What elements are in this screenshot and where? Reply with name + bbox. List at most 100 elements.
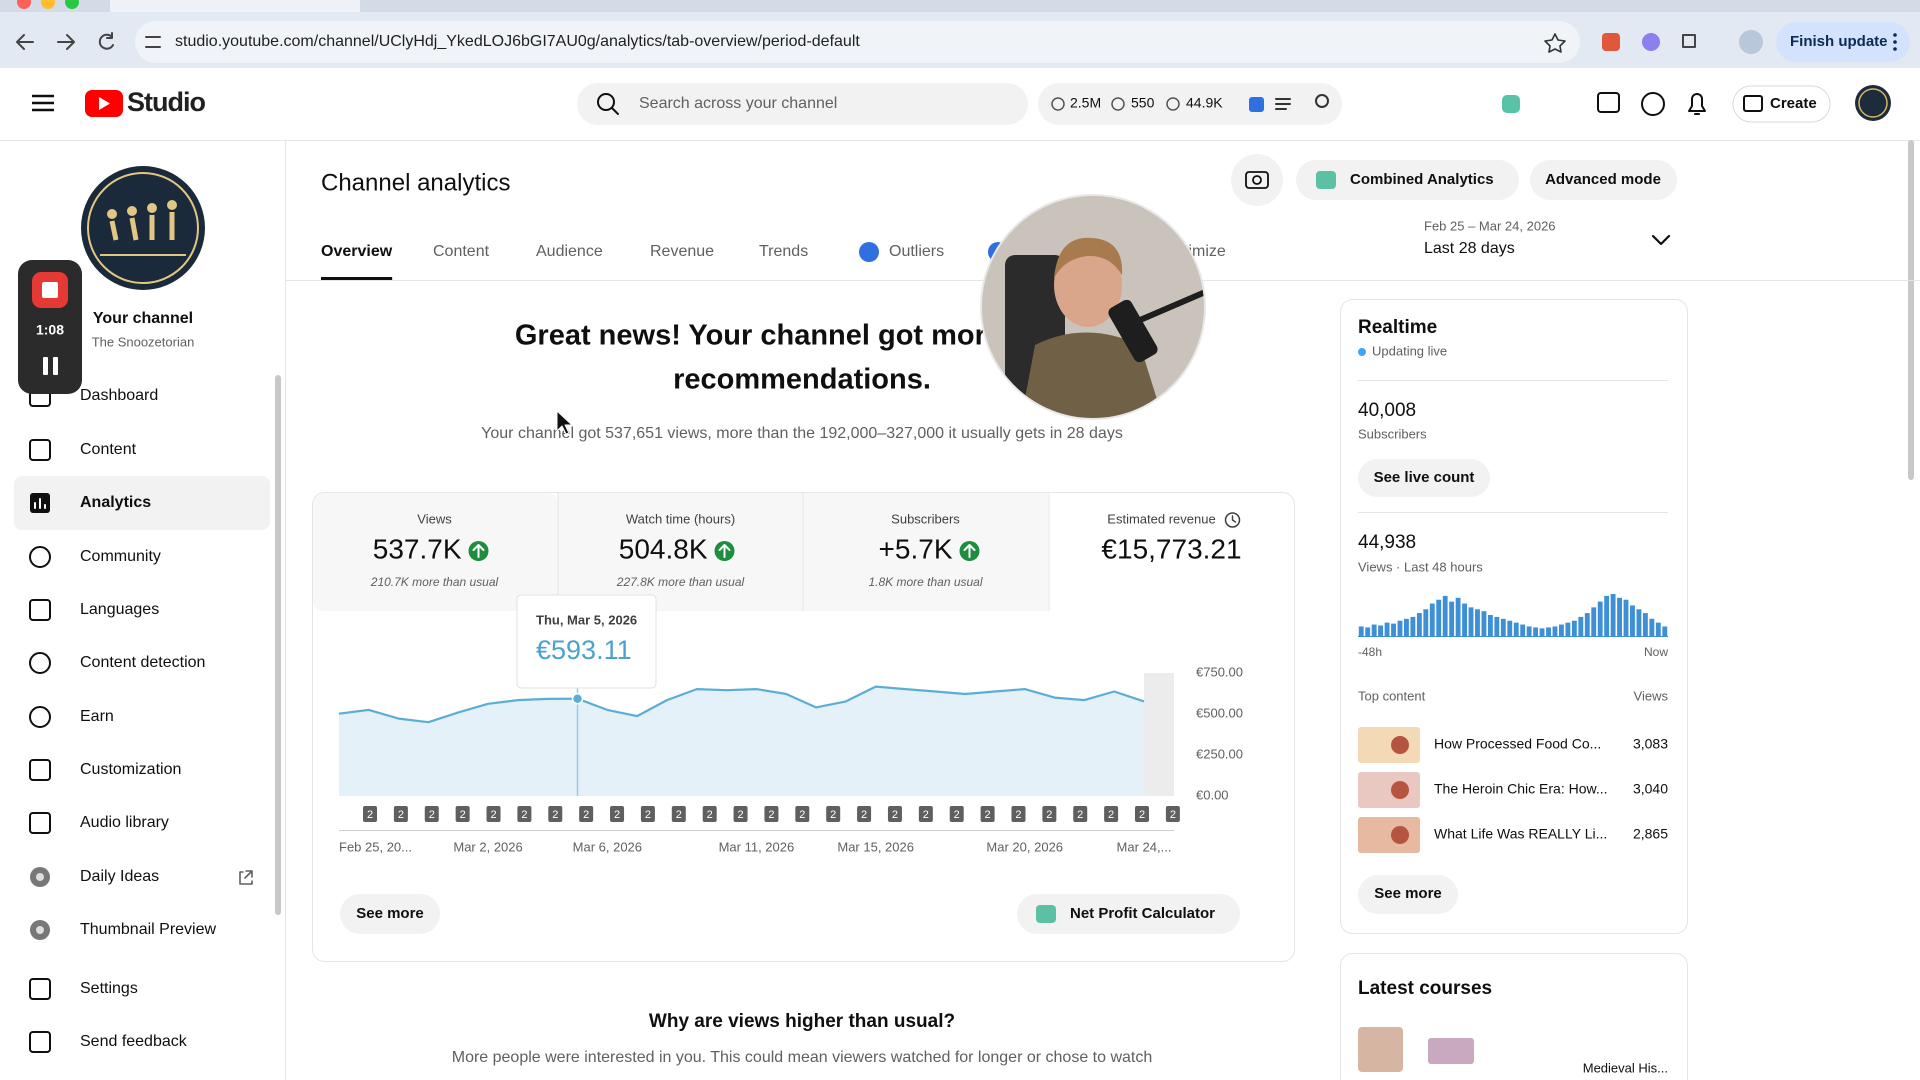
period[interactable]: Last 28 days [1424,240,1515,257]
upload-marker[interactable] [517,806,532,822]
profile-avatar[interactable] [1739,30,1763,54]
nav-item[interactable]: Content [80,441,137,458]
upload-marker[interactable] [548,806,563,822]
tab[interactable]: Outliers [889,243,944,260]
tab[interactable]: Revenue [650,243,714,260]
net-profit-button[interactable] [1017,894,1240,934]
upload-marker-count[interactable]: 2 [1170,809,1176,821]
combined-analytics-label[interactable]: Combined Analytics [1350,171,1494,188]
upload-marker[interactable] [702,806,717,822]
upload-marker-count[interactable]: 2 [490,809,496,821]
nav-item[interactable]: Dashboard [80,387,158,404]
upload-marker-count[interactable]: 2 [645,809,651,821]
upload-marker[interactable] [486,806,501,822]
update-button-label[interactable]: Finish update [1790,33,1888,50]
pause-bar[interactable] [53,357,58,375]
upload-marker-count[interactable]: 2 [768,809,774,821]
upload-marker[interactable] [1104,806,1119,822]
upload-marker[interactable] [1073,806,1088,822]
video-thumbnail[interactable] [1358,817,1420,853]
upload-marker[interactable] [857,806,872,822]
upload-marker[interactable] [764,806,779,822]
metric-tab[interactable] [558,493,803,611]
tab[interactable]: Audience [536,243,603,260]
upload-marker[interactable] [671,806,686,822]
see-more-button[interactable] [340,894,440,934]
upload-marker-count[interactable]: 2 [799,809,805,821]
upload-marker[interactable] [640,806,655,822]
snapshot-button[interactable] [1231,154,1283,206]
video-title[interactable]: How Processed Food Co... [1434,736,1601,752]
nav-item[interactable]: Analytics [80,494,151,511]
video-thumbnail[interactable] [1358,772,1420,808]
nav-item[interactable]: Earn [80,708,114,725]
combined-analytics-button[interactable] [1296,160,1519,200]
upload-marker[interactable] [1011,806,1026,822]
upload-marker-count[interactable]: 2 [460,809,466,821]
upload-marker[interactable] [1042,806,1057,822]
upload-marker[interactable] [980,806,995,822]
upload-marker[interactable] [733,806,748,822]
advanced-mode-label[interactable]: Advanced mode [1545,171,1661,188]
video-title[interactable]: What Life Was REALLY Li... [1434,826,1607,842]
nav-item[interactable]: Daily Ideas [80,868,159,885]
upload-marker-count[interactable]: 2 [367,809,373,821]
upload-marker-count[interactable]: 2 [830,809,836,821]
upload-marker-count[interactable]: 2 [737,809,743,821]
upload-marker-count[interactable]: 2 [892,809,898,821]
course-title[interactable]: Medieval His... [1583,1060,1668,1075]
channel-avatar[interactable] [81,166,205,290]
upload-marker-count[interactable]: 2 [676,809,682,821]
upload-marker[interactable] [1135,806,1149,822]
upload-marker[interactable] [579,806,594,822]
upload-marker-count[interactable]: 2 [429,809,435,821]
upload-marker-count[interactable]: 2 [521,809,527,821]
nav-item[interactable]: Customization [80,761,181,778]
upload-marker[interactable] [795,806,810,822]
upload-marker-count[interactable]: 2 [985,809,991,821]
nav-item[interactable]: Thumbnail Preview [80,921,217,938]
help-icon[interactable] [1641,92,1665,116]
upload-marker[interactable] [363,806,377,822]
tab[interactable]: Trends [759,243,808,260]
nav-item[interactable]: Languages [80,601,159,618]
upload-marker-count[interactable]: 2 [583,809,589,821]
address-bar[interactable] [135,21,1580,63]
video-thumbnail[interactable] [1358,727,1420,763]
live-count-button[interactable] [1358,459,1490,497]
tab[interactable]: Overview [321,243,393,260]
upload-marker[interactable] [918,806,933,822]
upload-marker[interactable] [424,806,439,822]
metric-tab[interactable] [803,493,1048,611]
upload-marker[interactable] [826,806,841,822]
live-count-label[interactable]: See live count [1374,469,1475,486]
see-more-label[interactable]: See more [1374,885,1442,902]
upload-marker[interactable] [393,806,408,822]
messages-icon[interactable] [1597,92,1620,113]
video-title[interactable]: The Heroin Chic Era: How... [1434,781,1608,797]
realtime-see-more[interactable] [1358,875,1458,914]
upload-marker-count[interactable]: 2 [1015,809,1021,821]
nav-item[interactable]: Audio library [80,814,169,831]
tab[interactable]: timize [1184,243,1226,260]
upload-marker-count[interactable]: 2 [1139,809,1145,821]
upload-marker-count[interactable]: 2 [398,809,404,821]
upload-marker[interactable] [1165,806,1180,822]
upload-marker-count[interactable]: 2 [707,809,713,821]
pause-bar[interactable] [43,357,48,375]
upload-marker-count[interactable]: 2 [1108,809,1114,821]
metric-tab[interactable] [313,493,558,611]
upload-marker-count[interactable]: 2 [1046,809,1052,821]
upload-marker-count[interactable]: 2 [1077,809,1083,821]
net-profit-label[interactable]: Net Profit Calculator [1070,905,1215,922]
course-thumbnail[interactable] [1358,1027,1403,1072]
account-avatar[interactable] [1855,85,1891,121]
upload-marker[interactable] [949,806,964,822]
upload-marker-count[interactable]: 2 [954,809,960,821]
upload-marker[interactable] [455,806,470,822]
see-more-label[interactable]: See more [356,905,424,922]
course-thumbnail[interactable] [1428,1038,1474,1064]
search-box[interactable] [577,83,1028,125]
upload-marker-count[interactable]: 2 [552,809,558,821]
upload-marker[interactable] [887,806,902,822]
